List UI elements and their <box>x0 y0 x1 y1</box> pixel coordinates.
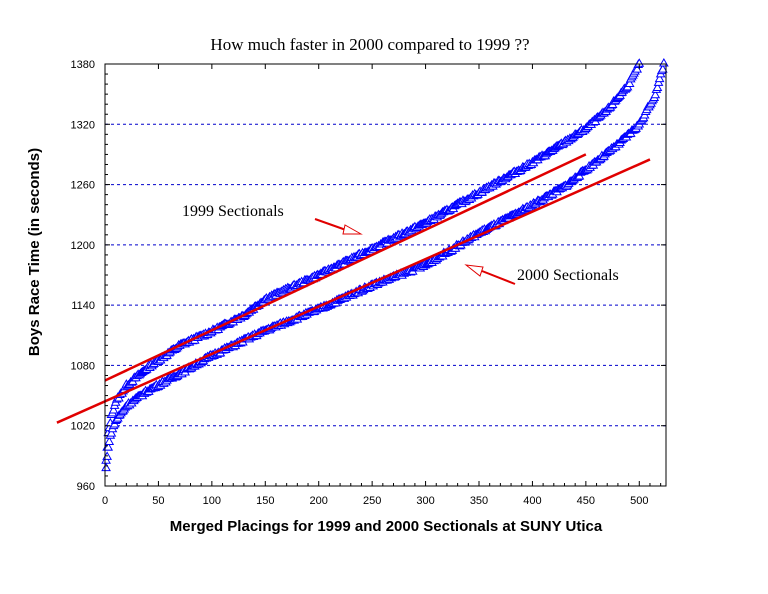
data-markers <box>101 58 669 472</box>
chart-title: How much faster in 2000 compared to 1999… <box>210 35 529 54</box>
y-tick-label: 960 <box>77 481 95 493</box>
x-tick-label: 0 <box>102 495 108 507</box>
y-tick-label: 1020 <box>71 421 95 433</box>
series-markers <box>101 58 645 464</box>
data-point <box>108 404 119 414</box>
annotation-2000: 2000 Sectionals <box>517 267 619 284</box>
series-markers <box>101 58 669 472</box>
x-tick-label: 400 <box>523 495 541 507</box>
x-tick-label: 350 <box>470 495 488 507</box>
x-tick-label: 450 <box>577 495 595 507</box>
x-tick-label: 50 <box>152 495 164 507</box>
data-point <box>654 73 665 83</box>
trendlines <box>56 153 651 424</box>
x-axis-label: Merged Placings for 1999 and 2000 Sectio… <box>170 518 603 535</box>
x-tick-label: 200 <box>310 495 328 507</box>
x-tick-label: 500 <box>630 495 648 507</box>
data-point <box>650 89 661 99</box>
data-point <box>103 442 114 451</box>
annotation-arrow-2000 <box>464 264 516 285</box>
x-tick-label: 300 <box>416 495 434 507</box>
y-tick-label: 1140 <box>71 300 95 312</box>
data-point <box>106 428 117 437</box>
annotation-arrow-1999 <box>314 218 363 235</box>
annotation-1999: 1999 Sectionals <box>182 203 284 220</box>
data-point <box>101 462 111 472</box>
x-tick-label: 150 <box>256 495 274 507</box>
y-axis-ticks: 960 1020 1080 1140 1200 1260 1320 1380 <box>71 59 666 493</box>
data-point <box>652 82 663 92</box>
y-axis-label: Boys Race Time (in seconds) <box>26 148 43 356</box>
y-tick-label: 1200 <box>71 240 95 252</box>
x-tick-label: 100 <box>203 495 221 507</box>
y-tick-label: 1320 <box>71 119 95 131</box>
data-point <box>659 58 669 67</box>
y-tick-label: 1080 <box>71 360 95 372</box>
trendline <box>56 158 651 424</box>
data-point <box>624 78 635 88</box>
x-axis-ticks: 0 50 100 150 200 250 300 350 400 450 500 <box>102 64 662 507</box>
x-tick-label: 250 <box>363 495 381 507</box>
trendline <box>104 153 587 382</box>
y-tick-label: 1260 <box>71 180 95 192</box>
y-tick-label: 1380 <box>71 59 95 71</box>
data-point <box>657 64 668 73</box>
data-point <box>104 436 115 445</box>
